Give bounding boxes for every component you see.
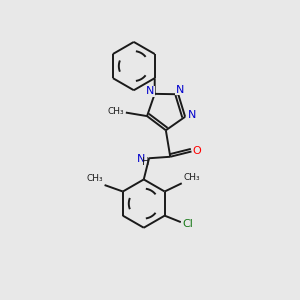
Text: N: N xyxy=(146,86,154,97)
Text: CH₃: CH₃ xyxy=(86,174,103,183)
Text: H: H xyxy=(142,158,150,167)
Text: N: N xyxy=(176,85,184,94)
Text: CH₃: CH₃ xyxy=(108,107,124,116)
Text: N: N xyxy=(136,154,145,164)
Text: N: N xyxy=(188,110,196,120)
Text: O: O xyxy=(192,146,201,156)
Text: CH₃: CH₃ xyxy=(184,173,200,182)
Text: CH: CH xyxy=(110,107,124,117)
Text: Cl: Cl xyxy=(182,220,193,230)
